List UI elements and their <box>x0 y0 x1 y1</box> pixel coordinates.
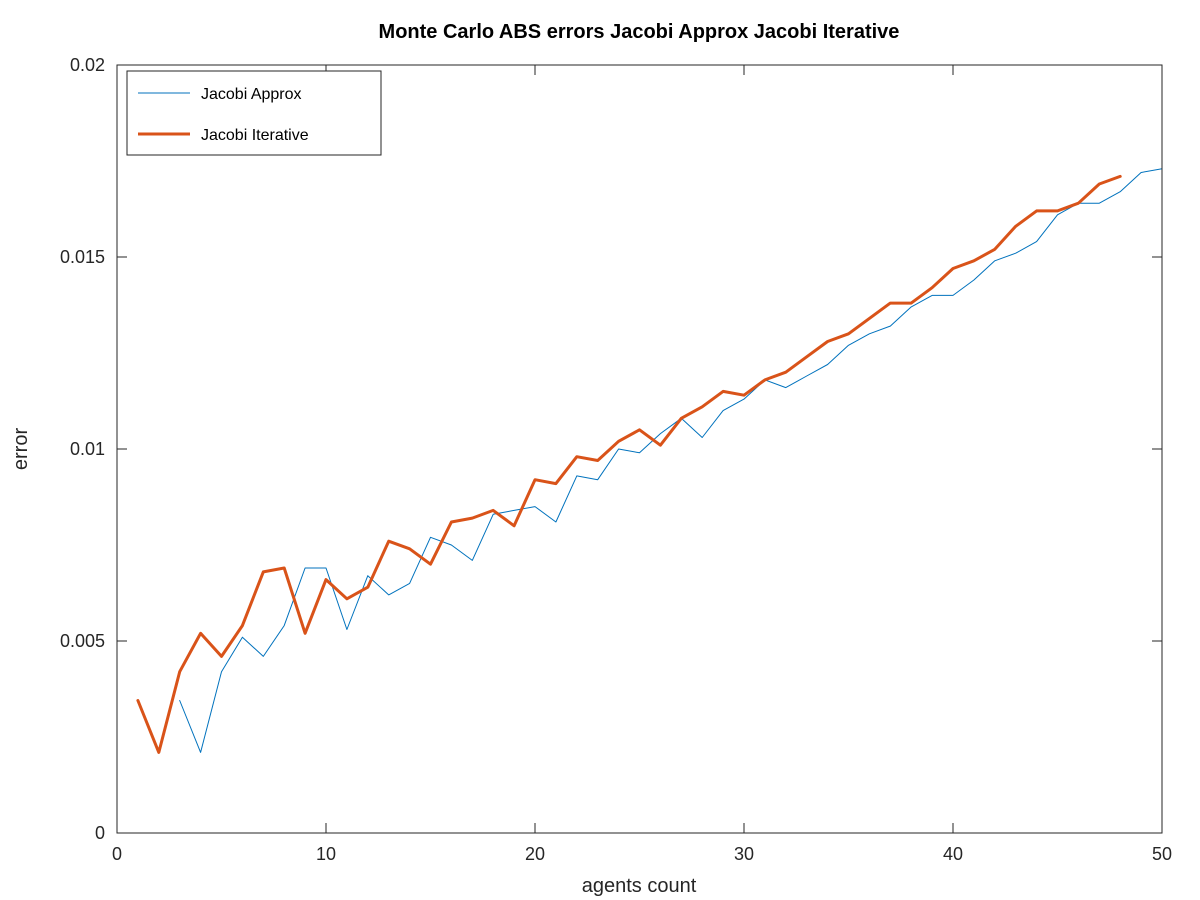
plot-area <box>117 65 1162 833</box>
y-tick-label: 0.005 <box>60 631 105 651</box>
y-axis-label: error <box>10 428 32 471</box>
chart-title: Monte Carlo ABS errors Jacobi Approx Jac… <box>379 21 900 43</box>
y-tick-label: 0.02 <box>70 55 105 75</box>
legend-box <box>126 70 382 156</box>
legend: Jacobi Approx Jacobi Iterative <box>126 70 382 156</box>
legend-label-jacobi-approx: Jacobi Approx <box>201 86 302 103</box>
series-line-jacobi-iterative <box>136 174 1122 754</box>
series-line-jacobi-approx <box>179 168 1163 753</box>
axes-layer: 0 10 20 30 40 50 0 0.005 0.01 0.015 0.02 <box>60 55 1172 864</box>
x-tick-label: 50 <box>1152 844 1172 864</box>
y-tick-label: 0 <box>95 823 105 843</box>
x-tick-label: 20 <box>525 844 545 864</box>
x-tick-label: 40 <box>943 844 963 864</box>
legend-label-jacobi-iterative: Jacobi Iterative <box>201 127 309 144</box>
series-layer <box>136 168 1163 754</box>
x-tick-label: 10 <box>316 844 336 864</box>
y-tick-label: 0.01 <box>70 439 105 459</box>
x-axis-label: agents count <box>582 875 697 897</box>
x-tick-label: 30 <box>734 844 754 864</box>
y-tick-label: 0.015 <box>60 247 105 267</box>
x-tick-label: 0 <box>112 844 122 864</box>
